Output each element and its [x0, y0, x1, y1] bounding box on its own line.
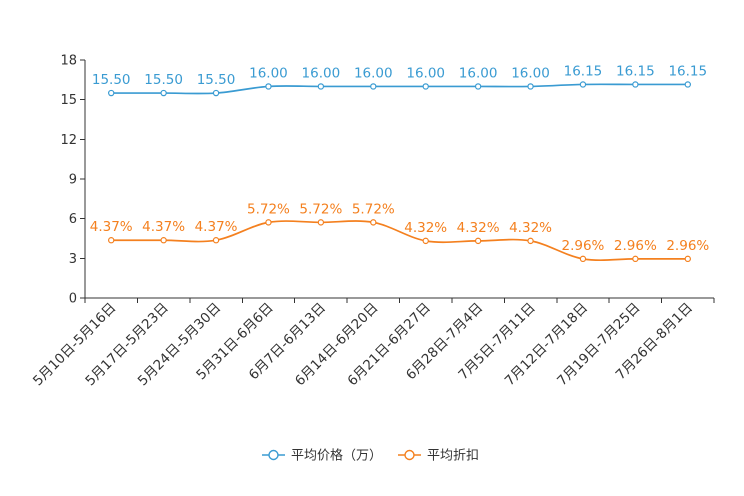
data-point [317, 83, 325, 90]
x-axis: 5月10日-5月16日5月17日-5月23日5月24日-5月30日5月31日-6… [30, 297, 715, 389]
y-tick-label: 9 [69, 173, 77, 188]
data-label: 4.32% [457, 220, 500, 236]
y-tick-label: 6 [69, 212, 77, 227]
legend-label-avg-price: 平均价格（万） [291, 448, 382, 464]
data-label: 16.00 [406, 65, 445, 81]
legend-item-avg-discount[interactable]: 平均折扣 [398, 449, 479, 464]
data-label: 4.37% [142, 219, 185, 235]
data-point [108, 237, 115, 244]
data-point [160, 89, 167, 97]
data-point [579, 81, 587, 88]
data-point [474, 83, 482, 90]
data-point [632, 255, 639, 263]
data-label: 16.00 [354, 65, 393, 81]
data-label: 5.72% [299, 201, 342, 217]
data-point [317, 219, 325, 226]
y-axis: 0 3 6 9 12 15 18 [60, 54, 86, 307]
legend: 平均价格（万） 平均折扣 [262, 448, 479, 464]
data-label: 5.72% [247, 201, 290, 217]
data-point [474, 237, 482, 245]
data-point [370, 83, 377, 90]
data-label: 16.00 [249, 65, 288, 81]
legend-label-avg-discount: 平均折扣 [427, 449, 479, 464]
y-tick-label: 15 [60, 93, 77, 108]
y-tick-label: 12 [60, 133, 77, 148]
data-label: 2.96% [666, 238, 709, 254]
data-label: 16.15 [616, 63, 655, 79]
data-point [422, 83, 429, 90]
data-point [579, 255, 587, 263]
data-label: 4.32% [404, 220, 447, 236]
data-point [212, 89, 220, 97]
series-1: 4.37% 4.37% 4.37% 5.72% 5.72% 5.72% 4.32% 4.32%… [90, 201, 709, 263]
data-point [527, 83, 534, 90]
legend-item-avg-price[interactable]: 平均价格（万） [262, 448, 382, 464]
data-point [684, 255, 691, 263]
data-label: 15.50 [197, 72, 236, 88]
data-point [160, 237, 167, 244]
data-point [265, 83, 272, 90]
y-tick-label: 18 [60, 54, 77, 69]
data-label: 16.00 [459, 65, 498, 81]
data-point [370, 219, 377, 226]
legend-circle-marker-icon [404, 449, 415, 461]
data-label: 16.00 [511, 65, 550, 81]
data-label: 5.72% [352, 201, 395, 217]
y-tick-label: 3 [69, 252, 77, 267]
data-point [632, 81, 639, 88]
series-layer: 15.50 15.50 15.50 16.00 16.00 16.00 16.00 16.00… [90, 63, 709, 263]
legend-circle-marker-icon [268, 449, 279, 461]
data-point [422, 237, 429, 245]
data-label: 4.37% [195, 219, 238, 235]
data-label: 15.50 [92, 72, 131, 88]
data-label: 2.96% [562, 238, 605, 254]
series-line [111, 83, 688, 95]
data-point [265, 219, 272, 226]
data-label: 16.15 [668, 63, 707, 79]
data-label: 4.37% [90, 219, 133, 235]
series-0: 15.50 15.50 15.50 16.00 16.00 16.00 16.00 16.00… [92, 63, 707, 97]
data-label: 15.50 [144, 72, 183, 88]
data-point [108, 89, 115, 97]
data-point [527, 237, 534, 245]
data-label: 2.96% [614, 238, 657, 254]
data-point [684, 81, 691, 88]
data-point [212, 237, 220, 244]
data-label: 16.15 [564, 63, 603, 79]
data-label: 4.32% [509, 220, 552, 236]
series-line [111, 220, 688, 262]
y-tick-label: 0 [69, 292, 77, 307]
data-label: 16.00 [302, 65, 341, 81]
